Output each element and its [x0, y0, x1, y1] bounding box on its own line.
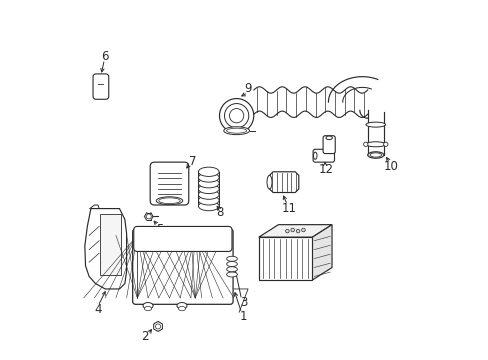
Text: 3: 3: [239, 296, 246, 309]
FancyBboxPatch shape: [132, 229, 233, 304]
Text: 11: 11: [281, 202, 296, 215]
FancyBboxPatch shape: [134, 226, 231, 251]
Text: 4: 4: [94, 303, 102, 316]
Ellipse shape: [313, 152, 316, 159]
Text: 9: 9: [244, 82, 251, 95]
Ellipse shape: [226, 256, 237, 261]
Circle shape: [229, 109, 244, 123]
Ellipse shape: [367, 152, 383, 158]
FancyBboxPatch shape: [323, 136, 335, 154]
Text: 5: 5: [156, 223, 163, 236]
Polygon shape: [269, 172, 298, 193]
Text: 2: 2: [141, 330, 148, 343]
Circle shape: [290, 228, 294, 232]
Ellipse shape: [198, 190, 219, 199]
Ellipse shape: [226, 272, 237, 277]
Circle shape: [219, 99, 253, 133]
FancyBboxPatch shape: [93, 74, 108, 99]
Ellipse shape: [198, 202, 219, 211]
Ellipse shape: [325, 136, 332, 140]
Ellipse shape: [226, 267, 237, 272]
Polygon shape: [258, 237, 312, 280]
Ellipse shape: [198, 184, 219, 194]
Circle shape: [146, 214, 151, 219]
Polygon shape: [84, 208, 126, 289]
Polygon shape: [312, 225, 331, 280]
FancyBboxPatch shape: [312, 149, 334, 162]
Polygon shape: [328, 77, 377, 102]
Text: 1: 1: [239, 310, 246, 323]
Ellipse shape: [198, 173, 219, 182]
Circle shape: [155, 324, 160, 329]
Text: 8: 8: [215, 206, 223, 219]
Circle shape: [285, 229, 288, 233]
Ellipse shape: [226, 128, 246, 133]
Ellipse shape: [177, 302, 186, 309]
Circle shape: [301, 228, 305, 232]
Ellipse shape: [266, 175, 271, 189]
Ellipse shape: [143, 302, 153, 309]
Text: 6: 6: [101, 50, 108, 63]
Polygon shape: [258, 225, 331, 237]
Ellipse shape: [156, 197, 183, 204]
Text: 7: 7: [188, 154, 196, 167]
Text: 12: 12: [319, 163, 333, 176]
Circle shape: [383, 142, 387, 147]
Ellipse shape: [144, 306, 151, 311]
Ellipse shape: [198, 167, 219, 176]
Circle shape: [224, 104, 248, 128]
Circle shape: [296, 229, 299, 233]
Ellipse shape: [198, 196, 219, 205]
Polygon shape: [153, 321, 162, 332]
Circle shape: [363, 142, 367, 147]
Text: 10: 10: [383, 160, 398, 173]
Ellipse shape: [178, 306, 185, 311]
Ellipse shape: [198, 179, 219, 188]
Ellipse shape: [224, 127, 249, 135]
Ellipse shape: [369, 153, 381, 157]
Ellipse shape: [159, 198, 180, 203]
Ellipse shape: [226, 261, 237, 266]
Ellipse shape: [365, 122, 385, 127]
Polygon shape: [100, 214, 121, 275]
Ellipse shape: [365, 142, 385, 147]
FancyBboxPatch shape: [150, 162, 188, 205]
